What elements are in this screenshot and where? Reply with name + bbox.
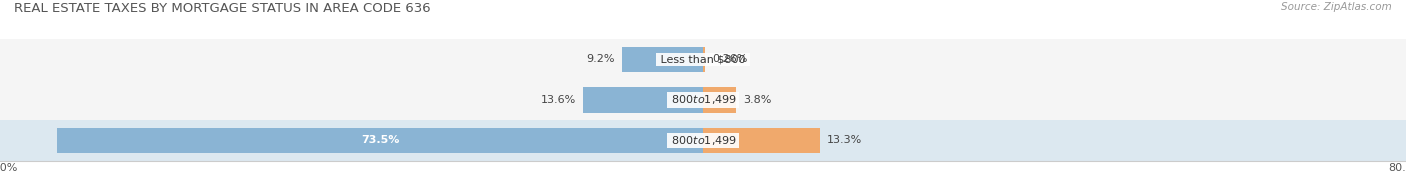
Bar xyxy=(703,87,737,113)
Text: 3.8%: 3.8% xyxy=(744,95,772,105)
Bar xyxy=(583,87,703,113)
Bar xyxy=(703,128,820,153)
Text: 73.5%: 73.5% xyxy=(361,135,399,145)
Text: $800 to $1,499: $800 to $1,499 xyxy=(668,134,738,147)
Bar xyxy=(703,47,706,72)
Bar xyxy=(58,128,703,153)
Text: Source: ZipAtlas.com: Source: ZipAtlas.com xyxy=(1281,2,1392,12)
Text: 13.6%: 13.6% xyxy=(541,95,576,105)
Bar xyxy=(0,120,1406,161)
Text: 9.2%: 9.2% xyxy=(586,54,616,64)
Text: $800 to $1,499: $800 to $1,499 xyxy=(668,93,738,106)
Bar xyxy=(0,39,1406,80)
Text: REAL ESTATE TAXES BY MORTGAGE STATUS IN AREA CODE 636: REAL ESTATE TAXES BY MORTGAGE STATUS IN … xyxy=(14,2,430,15)
Text: 13.3%: 13.3% xyxy=(827,135,862,145)
Bar xyxy=(621,47,703,72)
Bar xyxy=(0,80,1406,120)
Text: Less than $800: Less than $800 xyxy=(657,54,749,64)
Text: 0.26%: 0.26% xyxy=(713,54,748,64)
